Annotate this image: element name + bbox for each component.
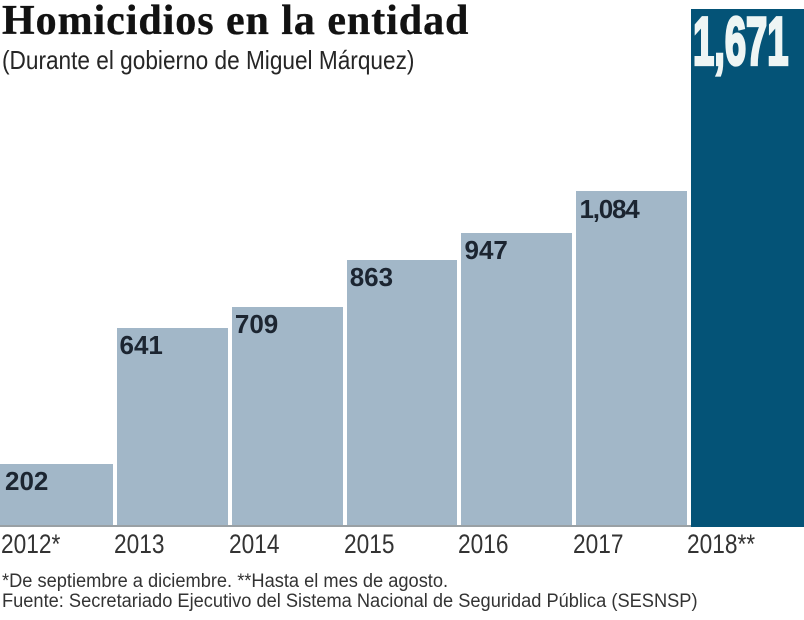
- svg-text:1,671: 1,671: [693, 4, 789, 79]
